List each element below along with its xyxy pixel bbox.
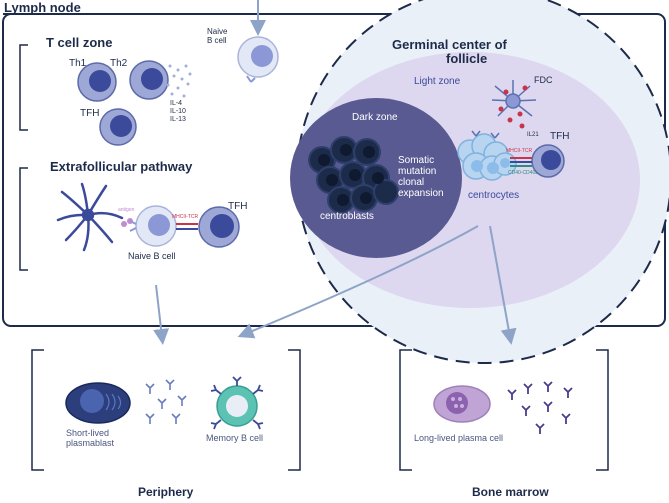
plasmablast-label-line1: Short-lived xyxy=(66,428,110,438)
extrafollicular-bracket xyxy=(19,167,28,271)
arrow-gc-to-periphery xyxy=(237,225,479,339)
centroblast-nuclei xyxy=(318,144,384,206)
naive-b-cell-label-line2: B cell xyxy=(207,36,227,45)
fdc-antigen-dots xyxy=(498,85,528,129)
centrocyte-receptors xyxy=(471,130,500,139)
somatic-line3: clonal xyxy=(398,177,425,188)
gc-cd40-label: CD40-CD40L xyxy=(508,170,539,176)
extrafollicular-naive-b-cell xyxy=(129,205,177,247)
lymph-node-title: Lymph node xyxy=(4,0,81,15)
naive-b-cell-top xyxy=(237,36,279,83)
arrow-extrafollicular-to-periphery xyxy=(153,284,170,345)
th1-cell xyxy=(77,62,117,102)
periphery-bracket-left xyxy=(31,349,44,471)
gc-synapse-bars xyxy=(510,157,532,167)
extrafollicular-tfh-label: TFH xyxy=(228,201,248,212)
long-lived-plasma-cell xyxy=(433,385,491,423)
dark-zone-label: Dark zone xyxy=(352,112,398,123)
bone-marrow-title: Bone marrow xyxy=(472,485,549,499)
germinal-center-title-line1: Germinal center of xyxy=(392,37,507,52)
cytokine-dots xyxy=(166,64,192,98)
dendritic-cell xyxy=(56,182,124,252)
th2-label: Th2 xyxy=(110,58,128,69)
arrow-gc-to-bone-marrow xyxy=(489,225,517,345)
light-zone-label: Light zone xyxy=(414,76,461,87)
antigen-label: antigen xyxy=(118,207,135,213)
somatic-line2: mutation xyxy=(398,166,437,177)
memory-b-cell-label: Memory B cell xyxy=(206,433,264,443)
somatic-line4: expansion xyxy=(398,188,444,199)
extrafollicular-synapse-bars xyxy=(176,223,198,230)
centrocyte-nuclei xyxy=(471,158,510,174)
th1-label: Th1 xyxy=(69,58,87,69)
plasmablast-cell xyxy=(65,382,131,424)
il21-label: IL21 xyxy=(527,132,539,138)
t-cell-zone-bracket xyxy=(19,44,28,131)
tfh-label: TFH xyxy=(80,108,100,119)
cytokine-il10: IL-10 xyxy=(170,108,186,115)
gc-tfh-label: TFH xyxy=(550,131,570,142)
naive-b-cell-label-line1: Naive xyxy=(207,27,228,36)
extrafollicular-title: Extrafollicular pathway xyxy=(50,159,193,174)
bone-marrow-bracket-left xyxy=(399,349,412,471)
th2-cell xyxy=(129,60,169,100)
periphery-antibodies xyxy=(145,379,187,424)
fdc-label: FDC xyxy=(534,75,553,85)
cytokine-il4: IL-4 xyxy=(170,100,183,107)
centrocytes-label: centrocytes xyxy=(468,190,520,201)
bone-marrow-bracket-right xyxy=(596,349,609,471)
somatic-line1: Somatic xyxy=(398,155,435,166)
periphery-title: Periphery xyxy=(138,485,194,499)
germinal-center-title-line2: follicle xyxy=(446,51,488,66)
plasmablast-label-line2: plasmablast xyxy=(66,438,115,448)
gc-mhc-tcr-label: MHCII-TCR xyxy=(506,148,533,154)
t-cell-zone-title: T cell zone xyxy=(46,35,113,50)
bone-marrow-antibodies xyxy=(507,381,573,434)
periphery-bracket-right xyxy=(288,349,301,471)
cytokine-il13: IL-13 xyxy=(170,116,186,123)
tfh-cell xyxy=(99,108,137,146)
memory-b-cell xyxy=(210,376,264,430)
extrafollicular-naive-b-cell-label: Naive B cell xyxy=(128,251,176,261)
centroblasts-label: centroblasts xyxy=(320,211,374,222)
extrafollicular-tfh-cell xyxy=(198,206,240,248)
gc-tfh-cell xyxy=(531,144,565,178)
plasma-cell-label: Long-lived plasma cell xyxy=(414,433,504,443)
extrafollicular-mhc-tcr-label: MHCII-TCR xyxy=(172,214,199,220)
